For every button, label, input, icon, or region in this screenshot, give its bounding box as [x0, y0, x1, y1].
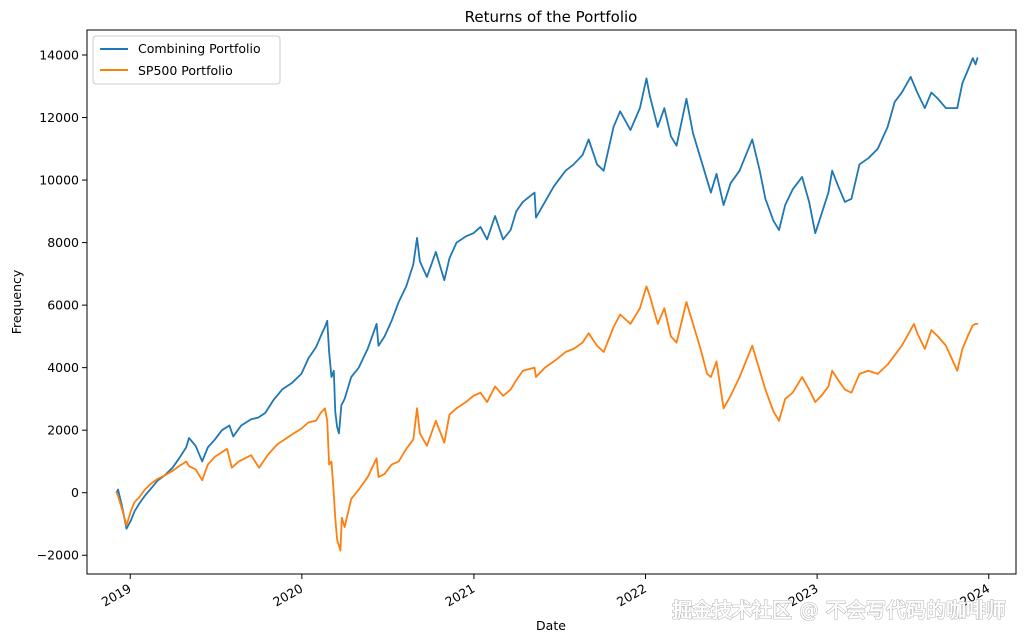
- series-line-combining: [115, 57, 979, 530]
- legend-label-sp500: SP500 Portfolio: [138, 63, 233, 78]
- plot-frame: [86, 29, 1017, 575]
- chart-title: Returns of the Portfolio: [465, 8, 638, 26]
- y-tick-label: 4000: [47, 360, 79, 375]
- y-tick-label: 14000: [39, 48, 79, 63]
- y-axis: −2000 0 2000 4000 6000 8000 10000 12000 14000: [37, 48, 87, 563]
- y-tick-label: 12000: [39, 110, 79, 125]
- y-tick-label: 10000: [39, 173, 79, 188]
- y-tick-label: 2000: [47, 423, 79, 438]
- y-tick-label: 8000: [47, 235, 79, 250]
- legend-box: [92, 35, 281, 85]
- series-layer: [115, 57, 979, 552]
- x-axis-label: Date: [536, 618, 566, 633]
- y-tick-label: 6000: [47, 298, 79, 313]
- legend: Combining Portfolio SP500 Portfolio: [92, 35, 281, 85]
- y-tick-label: 0: [71, 485, 79, 500]
- y-axis-label: Frequency: [9, 269, 24, 334]
- y-tick-label: −2000: [37, 548, 79, 563]
- watermark-text: 掘金技术社区 @ 不会写代码的咖啡师: [672, 598, 1006, 622]
- legend-label-combining: Combining Portfolio: [138, 41, 261, 56]
- series-line-sp500: [115, 285, 979, 552]
